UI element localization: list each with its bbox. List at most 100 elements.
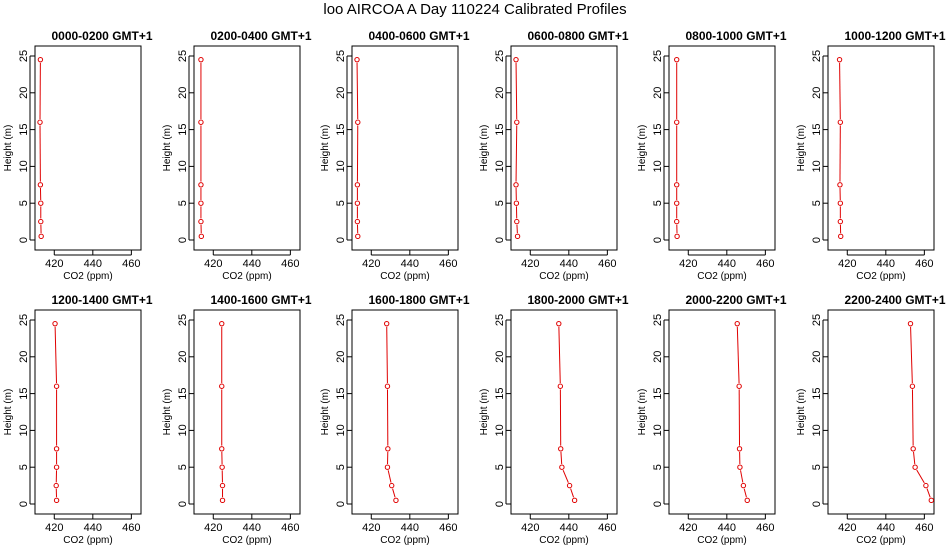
- y-tick-label: 5: [811, 464, 823, 470]
- y-tick-label: 20: [494, 87, 506, 99]
- y-tick-label: 20: [811, 87, 823, 99]
- y-tick-label: 10: [335, 160, 347, 172]
- data-point: [674, 182, 680, 188]
- y-tick-label: 25: [811, 314, 823, 326]
- x-tick-label: 460: [756, 522, 774, 534]
- x-axis-label: CO2 (ppm): [380, 271, 429, 282]
- series-segment: [839, 62, 841, 120]
- y-tick-label: 20: [18, 87, 30, 99]
- x-tick-label: 420: [521, 258, 539, 270]
- y-tick-label: 0: [335, 501, 347, 507]
- y-tick-label: 25: [652, 314, 664, 326]
- data-point: [514, 218, 520, 225]
- plot-frame: [510, 45, 618, 251]
- data-point: [837, 119, 844, 125]
- data-point: [198, 218, 204, 225]
- data-point: [38, 218, 44, 225]
- series-segment: [515, 62, 518, 120]
- data-point: [219, 320, 225, 327]
- plot-frame: [668, 309, 776, 515]
- y-tick-label: 0: [18, 501, 30, 507]
- x-tick-label: 420: [204, 258, 222, 270]
- data-point: [37, 119, 43, 125]
- data-point: [198, 233, 205, 240]
- y-tick-label: 15: [652, 387, 664, 399]
- data-point: [674, 200, 680, 206]
- series-segment: [54, 326, 58, 384]
- panel-title: 1000-1200 GMT+1: [844, 29, 945, 43]
- y-axis-label: Height (m): [796, 125, 807, 172]
- data-point: [674, 218, 680, 225]
- x-tick-label: 420: [45, 258, 63, 270]
- panel-title: 0200-0400 GMT+1: [210, 29, 311, 43]
- profile-panel: 1800-2000 GMT+1 0 5 10 15 20 25 420 440 460 CO2 (p…: [479, 293, 629, 546]
- y-tick-label: 5: [177, 464, 189, 470]
- y-tick-label: 25: [18, 50, 30, 62]
- y-tick-label: 10: [811, 424, 823, 436]
- y-tick-label: 25: [494, 314, 506, 326]
- data-point: [928, 497, 935, 504]
- x-tick-label: 440: [84, 522, 102, 534]
- y-tick-label: 10: [18, 424, 30, 436]
- y-tick-label: 20: [652, 87, 664, 99]
- data-point: [571, 497, 578, 504]
- series-segment: [740, 470, 744, 483]
- profile-panel: 0400-0600 GMT+1 0 5 10 15 20 25 420 440 460 CO2 (p…: [320, 29, 470, 282]
- data-point: [837, 182, 843, 188]
- x-tick-label: 440: [718, 258, 736, 270]
- x-tick-label: 420: [362, 522, 380, 534]
- y-tick-label: 0: [177, 501, 189, 507]
- data-point: [219, 497, 226, 504]
- panel-title: 0600-0800 GMT+1: [527, 29, 628, 43]
- profile-panel: 1600-1800 GMT+1 0 5 10 15 20 25 420 440 460 CO2 (p…: [320, 293, 470, 546]
- data-point: [198, 119, 204, 125]
- series-segment: [387, 470, 392, 483]
- data-point: [744, 497, 750, 504]
- data-point: [219, 482, 226, 489]
- y-tick-label: 25: [494, 50, 506, 62]
- y-tick-label: 20: [335, 87, 347, 99]
- y-tick-label: 15: [811, 123, 823, 135]
- x-tick-label: 440: [718, 522, 736, 534]
- y-tick-label: 10: [811, 160, 823, 172]
- y-tick-label: 10: [652, 160, 664, 172]
- data-point: [198, 182, 204, 188]
- y-tick-label: 20: [811, 351, 823, 363]
- y-tick-label: 10: [494, 424, 506, 436]
- x-tick-label: 440: [401, 522, 419, 534]
- x-tick-label: 420: [362, 258, 380, 270]
- x-tick-label: 460: [122, 258, 140, 270]
- data-point: [674, 233, 680, 240]
- y-tick-label: 20: [335, 351, 347, 363]
- data-point: [354, 200, 361, 206]
- series-segment: [736, 326, 740, 384]
- y-tick-label: 10: [177, 424, 189, 436]
- data-point: [737, 464, 743, 470]
- y-tick-label: 0: [652, 237, 664, 243]
- x-tick-label: 460: [756, 258, 774, 270]
- data-point: [559, 464, 565, 470]
- data-point: [736, 446, 743, 452]
- y-tick-label: 10: [335, 424, 347, 436]
- x-tick-label: 460: [598, 522, 616, 534]
- data-point: [393, 497, 399, 504]
- data-point: [556, 320, 562, 327]
- y-tick-label: 20: [177, 351, 189, 363]
- x-tick-label: 420: [679, 522, 697, 534]
- y-tick-label: 0: [811, 237, 823, 243]
- y-tick-label: 0: [494, 501, 506, 507]
- y-tick-label: 10: [652, 424, 664, 436]
- y-tick-label: 0: [652, 501, 664, 507]
- panel-title: 0400-0600 GMT+1: [368, 29, 469, 43]
- data-point: [198, 56, 204, 63]
- profile-panel: 1200-1400 GMT+1 0 5 10 15 20 25 420 440 460 CO2 (p…: [3, 293, 153, 546]
- series-segment: [743, 488, 747, 498]
- series-segment: [558, 326, 561, 384]
- y-tick-label: 20: [177, 87, 189, 99]
- panel-title: 0800-1000 GMT+1: [685, 29, 786, 43]
- x-axis-label: CO2 (ppm): [380, 535, 429, 546]
- x-tick-label: 460: [439, 522, 457, 534]
- data-point: [513, 200, 520, 206]
- y-tick-label: 15: [177, 387, 189, 399]
- y-axis-label: Height (m): [162, 125, 173, 172]
